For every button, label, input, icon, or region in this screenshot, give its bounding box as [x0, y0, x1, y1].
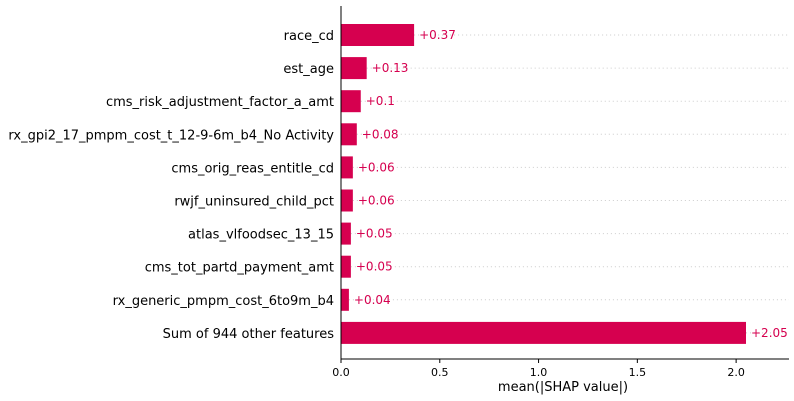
- guide-lines: [348, 34, 789, 334]
- value-label: +0.06: [358, 194, 395, 208]
- value-label: +0.05: [356, 227, 393, 241]
- category-label: atlas_vlfoodsec_13_15: [188, 228, 334, 243]
- category-label: race_cd: [284, 29, 334, 44]
- x-axis-title: mean(|SHAP value|): [498, 380, 628, 395]
- x-tick-label: 1.5: [629, 366, 647, 379]
- value-label: +0.08: [362, 127, 399, 141]
- bar: [341, 189, 353, 212]
- bar: [341, 288, 349, 311]
- value-label: +0.1: [366, 94, 395, 108]
- bar: [341, 321, 746, 344]
- category-label: cms_risk_adjustment_factor_a_amt: [106, 95, 334, 110]
- value-label: +0.37: [419, 28, 456, 42]
- x-tick-label: 0.5: [431, 366, 449, 379]
- category-label: cms_tot_partd_payment_amt: [145, 261, 334, 276]
- category-label: cms_orig_reas_entitle_cd: [171, 161, 334, 176]
- bar: [341, 24, 415, 46]
- value-label: +0.06: [358, 160, 395, 174]
- bar: [341, 90, 361, 113]
- category-labels-group: race_cd est_age cms_risk_adjustment_factor…: [8, 29, 334, 342]
- bar: [341, 156, 353, 179]
- category-label: est_age: [283, 62, 334, 77]
- category-label: rwjf_uninsured_child_pct: [174, 195, 334, 210]
- bar: [341, 57, 367, 80]
- bar: [341, 123, 357, 146]
- x-tick-label: 2.0: [727, 366, 745, 379]
- value-label: +0.04: [354, 293, 391, 307]
- bars-group: [341, 24, 746, 344]
- value-label: +2.05: [751, 326, 788, 340]
- category-label: rx_gpi2_17_pmpm_cost_t_12-9-6m_b4_No Act…: [8, 128, 334, 143]
- x-ticks-group: 0.0 0.5 1.0 1.5 2.0: [332, 359, 745, 379]
- value-label: +0.13: [372, 61, 409, 75]
- value-label: +0.05: [356, 260, 393, 274]
- x-tick-label: 0.0: [332, 366, 350, 379]
- value-labels-group: +0.37 +0.13 +0.1 +0.08 +0.06 +0.06 +0.05 +0.05 +…: [354, 28, 788, 340]
- category-label: Sum of 944 other features: [163, 327, 335, 342]
- category-label: rx_generic_pmpm_cost_6to9m_b4: [113, 294, 334, 309]
- bar: [341, 222, 351, 245]
- bar: [341, 255, 351, 278]
- x-tick-label: 1.0: [530, 366, 548, 379]
